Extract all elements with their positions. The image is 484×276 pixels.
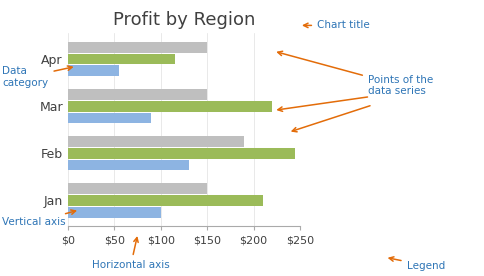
Bar <box>68 136 244 147</box>
Bar <box>68 207 161 217</box>
Text: Legend: Legend <box>389 257 445 270</box>
Bar <box>68 89 207 100</box>
Bar <box>68 195 263 206</box>
Title: Profit by Region: Profit by Region <box>113 11 255 29</box>
Bar <box>68 183 207 194</box>
Text: Data
category: Data category <box>2 66 72 88</box>
Bar <box>68 113 151 123</box>
Text: Vertical axis: Vertical axis <box>2 210 76 227</box>
Bar <box>68 54 175 65</box>
Bar <box>68 101 272 112</box>
Text: Chart title: Chart title <box>303 20 370 30</box>
Bar <box>68 65 119 76</box>
Bar <box>68 42 207 53</box>
Text: Points of the
data series: Points of the data series <box>278 51 433 96</box>
Text: Horizontal axis: Horizontal axis <box>92 238 170 270</box>
Bar <box>68 160 189 171</box>
Bar <box>68 148 295 159</box>
